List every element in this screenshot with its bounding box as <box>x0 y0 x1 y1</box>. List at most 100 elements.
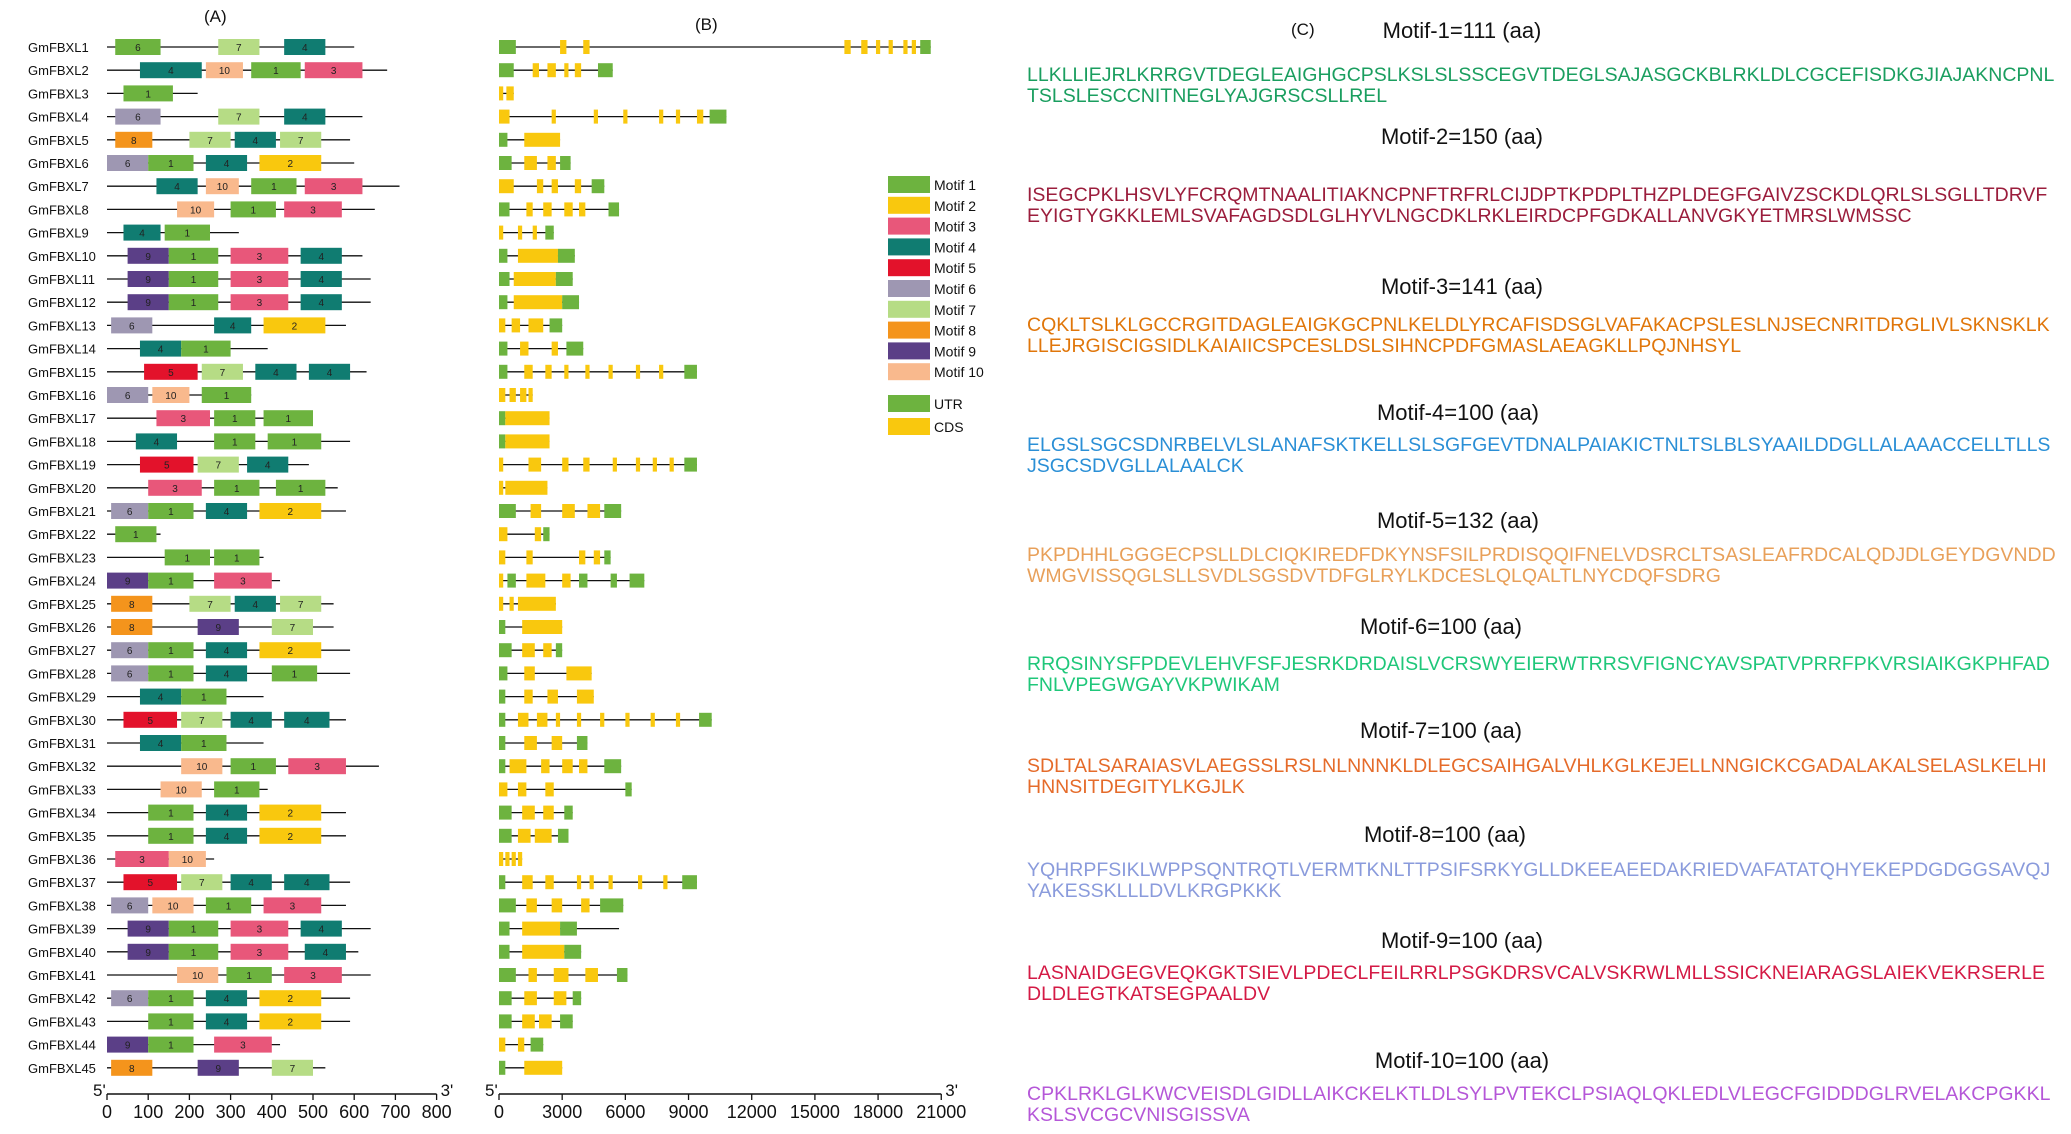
utr-region <box>604 550 611 565</box>
motif-box <box>288 758 346 775</box>
motif-number: 1 <box>246 971 252 982</box>
utr-region <box>591 179 605 194</box>
cds-exon <box>499 596 504 611</box>
cds-exon <box>659 109 664 124</box>
legend-utr-label: UTR <box>934 396 963 412</box>
axis-gene-length: 0 3000 6000 9000 12000 15000 18000 21000 5' 3' <box>485 1081 966 1122</box>
motif-number: 5 <box>164 461 170 472</box>
cds-exon <box>522 921 561 936</box>
utr-region <box>499 272 510 286</box>
gene-label: GmFBXL8 <box>28 202 89 217</box>
motif-number: 1 <box>168 159 174 170</box>
utr-region <box>499 991 512 1006</box>
cds-exon <box>541 759 550 774</box>
cds-exon <box>513 295 563 310</box>
motif-number: 1 <box>250 762 256 773</box>
gene-label: GmFBXL24 <box>28 574 96 589</box>
motif-number: 1 <box>168 994 174 1005</box>
motif-box <box>127 247 169 264</box>
motif-number: 4 <box>224 809 230 820</box>
motif-box <box>259 990 322 1007</box>
utr-region <box>499 295 508 310</box>
motif-box <box>127 294 169 311</box>
cds-exon <box>509 596 514 611</box>
cds-exon <box>675 712 681 727</box>
motif-box <box>127 920 169 937</box>
gene-label: GmFBXL40 <box>28 945 96 960</box>
cds-exon <box>543 202 552 217</box>
motif-box <box>205 990 248 1007</box>
motif-number: 6 <box>135 113 141 124</box>
motif-box <box>230 201 276 218</box>
motif-number: 4 <box>224 669 230 680</box>
legend-label: Motif 9 <box>934 343 976 359</box>
cds-exon <box>517 852 523 866</box>
motif-box <box>148 503 194 519</box>
motif-number: 3 <box>257 298 263 309</box>
cds-exon <box>528 457 542 472</box>
utr-region <box>555 272 573 286</box>
gene-label: GmFBXL27 <box>28 643 96 658</box>
cds-exon <box>517 782 527 797</box>
legend-label: Motif 8 <box>934 323 976 339</box>
motif-title: Motif-8=100 (aa) <box>1363 822 1527 847</box>
cds-exon <box>585 364 590 379</box>
motif-box <box>226 967 272 983</box>
utr-region <box>499 364 508 379</box>
motif-box <box>230 920 289 937</box>
utr-region <box>499 1014 512 1029</box>
gene-label: GmFBXL31 <box>28 736 96 751</box>
motif-number: 6 <box>127 669 133 680</box>
axis-5-prime: 5' <box>93 1081 106 1100</box>
cds-exon <box>635 457 641 472</box>
cds-exon <box>625 712 630 727</box>
motif-number: 1 <box>191 275 197 286</box>
utr-region <box>499 944 510 959</box>
legend-label: Motif 10 <box>934 364 984 380</box>
motif-box <box>181 688 227 705</box>
legend-label: Motif 1 <box>934 177 976 193</box>
cds-exon <box>499 573 504 588</box>
legend-cds-swatch <box>888 418 930 435</box>
utr-region <box>499 736 506 750</box>
cds-exon <box>506 86 514 101</box>
motif-number: 8 <box>129 600 135 611</box>
cds-exon <box>576 689 594 704</box>
gene-label: GmFBXL35 <box>28 829 96 844</box>
motif-number: 9 <box>145 925 151 936</box>
motif-box <box>230 943 289 960</box>
motif-number: 4 <box>318 925 324 936</box>
motif-sequence: YQHRPFSIKLWPPSQNTRQTLVERMTKNLTTPSIFSRKYG… <box>1027 859 2051 902</box>
motif-box <box>300 920 342 937</box>
cds-exon <box>659 364 664 379</box>
utr-region <box>499 689 506 704</box>
motif-number: 4 <box>174 182 180 193</box>
motif-box <box>259 827 322 844</box>
motif-box <box>205 665 248 682</box>
cds-exon <box>637 875 643 890</box>
utr-region <box>616 968 628 982</box>
utr-region <box>499 202 510 217</box>
motif-box <box>148 990 194 1007</box>
motif-box <box>205 827 248 844</box>
motif-number: 9 <box>145 252 151 263</box>
gene-label: GmFBXL34 <box>28 806 96 821</box>
motif-box <box>300 294 342 311</box>
motif-number: 1 <box>168 809 174 820</box>
motif-number: 4 <box>168 66 174 77</box>
motif-number: 1 <box>234 785 240 796</box>
cds-exon <box>524 666 535 681</box>
utr-region <box>564 944 582 959</box>
cds-exon <box>524 689 533 704</box>
motif-box <box>205 178 239 195</box>
cds-exon <box>551 736 563 750</box>
motif-number: 7 <box>207 136 213 147</box>
cds-exon <box>509 388 516 402</box>
axis-tick-label: 12000 <box>727 1102 777 1122</box>
motif-box <box>139 340 182 357</box>
motif-box <box>111 665 149 682</box>
motif-box <box>214 1036 272 1053</box>
axis-tick-label: 800 <box>422 1102 452 1122</box>
legend-swatch <box>888 363 930 381</box>
cds-exon <box>562 573 571 588</box>
